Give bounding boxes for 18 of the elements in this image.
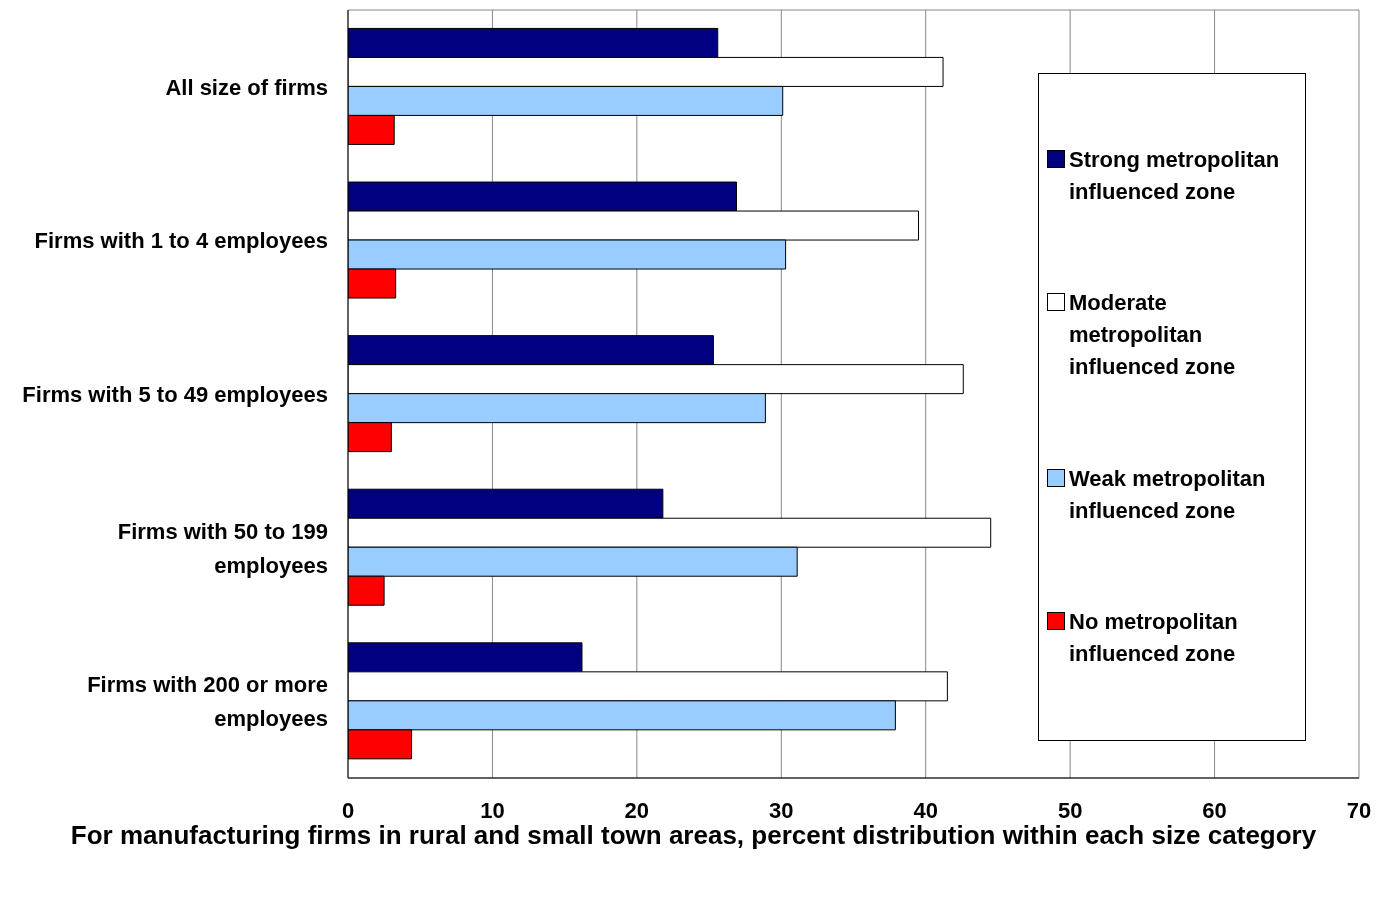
x-tick-label: 70: [1346, 797, 1372, 823]
x-tick-label: 30: [769, 797, 794, 823]
y-tick-label: Firms with 5 to 49 employees: [22, 381, 328, 407]
legend-label: No metropolitan influenced zone: [1069, 608, 1239, 669]
y-tick-label: All size of firms: [165, 74, 328, 100]
x-axis-title: For manufacturing firms in rural and small town areas, percent distribution within each size category: [70, 820, 1317, 850]
legend-label: Weak metropolitan influenced zone: [1069, 464, 1267, 525]
x-tick-label: 60: [1202, 797, 1227, 823]
legend-label: Strong metropolitan influenced zone: [1069, 145, 1281, 206]
x-tick-label: 40: [913, 797, 938, 823]
legend-label: Moderate metropolitan influenced zone: [1069, 289, 1237, 382]
y-tick-label: Firms with 50 to 199 employees: [117, 518, 328, 578]
y-tick-label: Firms with 200 or more employees: [87, 671, 328, 731]
y-tick-label: Firms with 1 to 4 employees: [34, 227, 328, 253]
x-tick-label: 0: [341, 797, 355, 823]
x-tick-label: 50: [1057, 797, 1083, 823]
x-tick-label: 10: [480, 797, 505, 823]
x-tick-label: 20: [624, 797, 650, 823]
